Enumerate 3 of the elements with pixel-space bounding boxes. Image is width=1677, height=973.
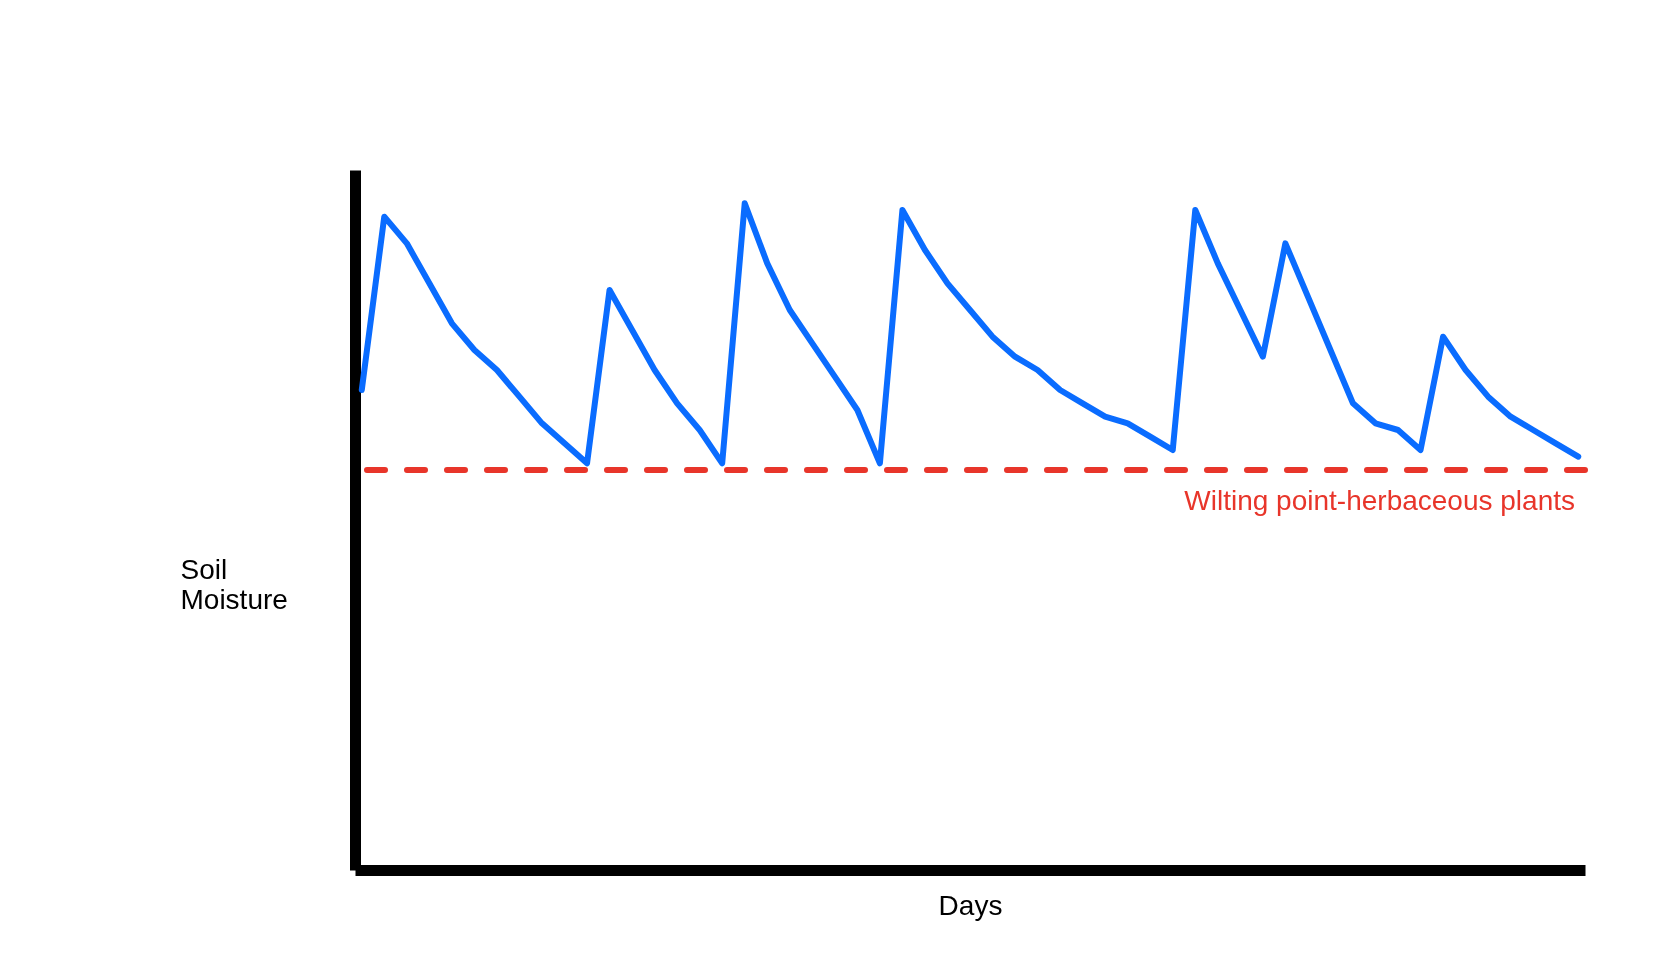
y-axis-title: Soil Moisture [180,553,288,615]
x-axis-title: Days [938,889,1003,921]
ref-line-label: Wilting point-herbaceous plants [1184,485,1575,516]
